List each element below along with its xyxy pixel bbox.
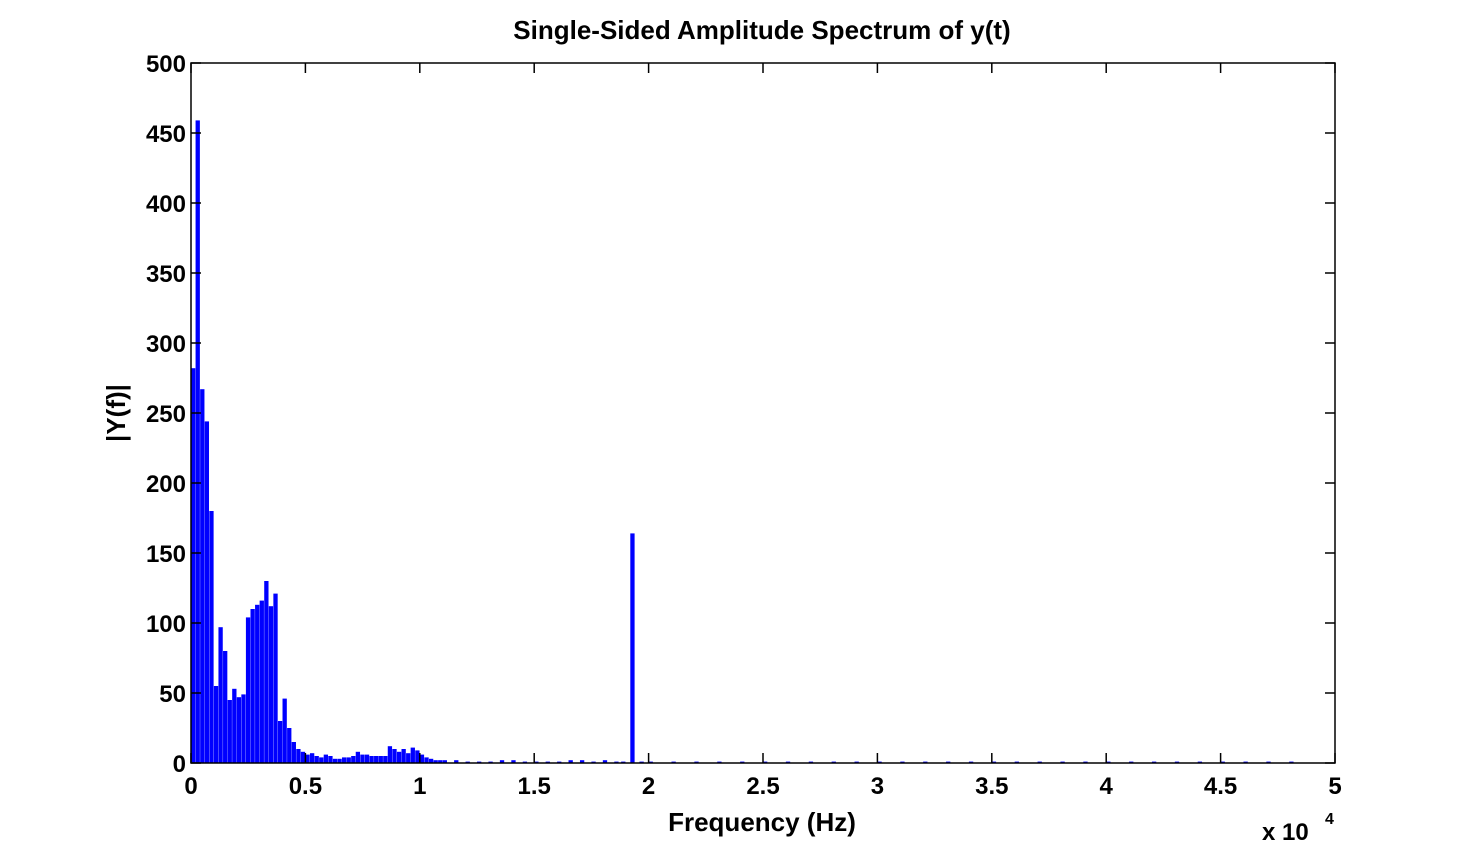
spectrum-bar (232, 688, 237, 763)
spectrum-bar (630, 533, 635, 763)
x-tick-label: 3.5 (975, 773, 1008, 800)
spectrum-bar (438, 760, 443, 763)
spectrum-bar (442, 760, 447, 763)
spectrum-bar (415, 750, 420, 763)
spectrum-bar (602, 760, 608, 763)
x-tick-label: 2 (642, 773, 655, 800)
spectrum-bar (401, 749, 406, 763)
spectrum-bar (191, 368, 196, 763)
spectrum-bar (245, 617, 251, 763)
y-tick-label: 100 (146, 611, 186, 638)
spectrum-bar (392, 749, 397, 763)
spectrum-bar (291, 742, 296, 763)
x-tick-label: 0.5 (289, 773, 322, 800)
y-tick-label: 50 (159, 681, 186, 708)
spectrum-bar (424, 757, 429, 763)
spectrum-bar (264, 581, 269, 763)
spectrum-bar (236, 697, 242, 763)
y-tick-label: 250 (146, 401, 186, 428)
y-tick-label: 200 (146, 471, 186, 498)
spectrum-bar (227, 700, 232, 763)
spectrum-bar (332, 758, 338, 763)
spectrum-bar (314, 756, 319, 763)
spectrum-bar (287, 728, 292, 763)
spectrum-bar (223, 651, 228, 763)
y-tick-label: 300 (146, 331, 186, 358)
spectrum-bar (355, 751, 361, 763)
spectrum-bar (255, 604, 260, 763)
x-tick-label: 1 (413, 773, 426, 800)
x-tick-label: 5 (1328, 773, 1341, 800)
y-axis: 0 50 100 150 200 250 300 350 400 450 500 (146, 51, 1335, 778)
plot-frame (190, 62, 1336, 764)
spectrum-bar (268, 606, 274, 763)
y-tick-label: 500 (146, 51, 186, 78)
x-axis-label: Frequency (Hz) (668, 807, 856, 837)
spectrum-bar (568, 760, 573, 763)
spectrum-bar (241, 694, 246, 763)
spectrum-bar (383, 756, 388, 763)
spectrum-bar (387, 746, 393, 763)
y-tick-label: 150 (146, 541, 186, 568)
spectrum-bar (209, 511, 214, 763)
spectrum-bar (282, 698, 287, 763)
spectrum-bar (428, 758, 434, 763)
y-tick-label: 350 (146, 261, 186, 288)
spectrum-bar (369, 756, 374, 763)
spectrum-bar (351, 756, 356, 763)
spectrum-bar (579, 760, 585, 763)
spectrum-bar (378, 756, 383, 763)
y-tick-label: 400 (146, 191, 186, 218)
x-tick-label: 4.5 (1204, 773, 1237, 800)
spectrum-bar (195, 120, 200, 763)
spectrum-bar (406, 753, 411, 763)
spectrum-bar (273, 593, 278, 763)
y-tick-label: 450 (146, 121, 186, 148)
y-tick-label: 0 (173, 751, 186, 778)
spectrum-bar (511, 760, 516, 763)
spectrum-bar (277, 721, 283, 763)
x-tick-label: 4 (1100, 773, 1114, 800)
spectrum-bar (396, 751, 402, 763)
plot-area (191, 120, 1294, 763)
spectrum-bar (204, 421, 210, 763)
chart-title: Single-Sided Amplitude Spectrum of y(t) (513, 15, 1010, 45)
spectrum-bar (213, 686, 219, 763)
spectrum-bar (309, 753, 315, 763)
spectrum-bar (300, 751, 306, 763)
x-tick-label: 0 (184, 773, 197, 800)
spectrum-bar (410, 747, 415, 763)
spectrum-bar (433, 760, 438, 763)
spectrum-bar (305, 754, 310, 763)
spectrum-bar (319, 757, 324, 763)
spectrum-bar (200, 389, 205, 763)
x-tick-label: 2.5 (746, 773, 779, 800)
spectrum-bar (346, 757, 351, 763)
x-tick-label: 1.5 (518, 773, 551, 800)
spectrum-bar (374, 756, 379, 763)
x-axis: 0 0.5 1 1.5 2 2.5 3 3.5 4 4.5 5 (184, 63, 1342, 800)
spectrum-bar (218, 627, 223, 763)
x-tick-label: 3 (871, 773, 884, 800)
spectrum-bar (342, 757, 347, 763)
x-axis-multiplier: x 10 (1262, 819, 1309, 846)
spectrum-bar (250, 609, 255, 763)
spectrum-bar (328, 756, 333, 763)
spectrum-bar (259, 600, 264, 763)
spectrum-bar (296, 749, 301, 763)
spectrum-bar (364, 754, 370, 763)
x-axis-multiplier-exponent: 4 (1325, 811, 1334, 828)
y-axis-label: |Y(f)| (101, 384, 131, 442)
spectrum-bar (360, 754, 365, 763)
spectrum-bar (419, 754, 425, 763)
spectrum-bar (454, 760, 459, 763)
spectrum-bar (323, 754, 329, 763)
spectrum-bar (499, 760, 505, 763)
spectrum-bar (337, 758, 342, 763)
